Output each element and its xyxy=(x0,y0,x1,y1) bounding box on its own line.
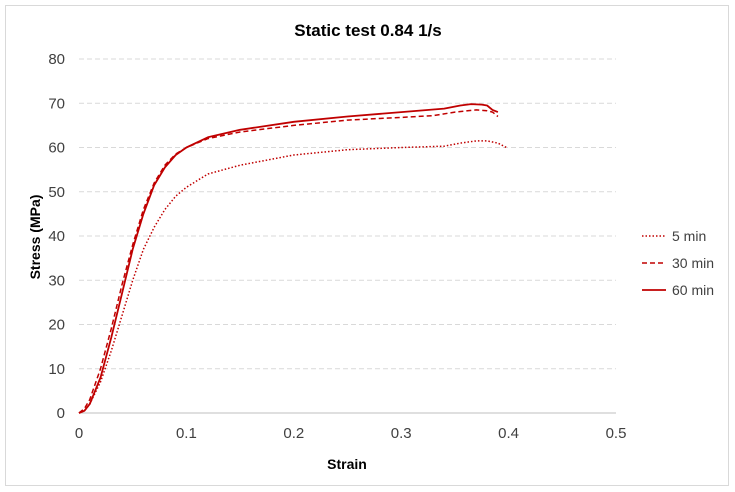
x-tick-label: 0.3 xyxy=(391,425,412,442)
grid-layer xyxy=(79,58,616,370)
x-tick-label: 0.4 xyxy=(498,425,519,442)
legend-label: 5 min xyxy=(672,228,706,244)
x-tick-label: 0.5 xyxy=(606,425,627,442)
y-tick-label: 10 xyxy=(48,361,65,378)
y-tick-label: 0 xyxy=(57,405,65,422)
x-tick-label: 0 xyxy=(75,425,83,442)
x-tick-label: 0.1 xyxy=(176,425,197,442)
series-layer xyxy=(78,103,507,414)
y-tick-label: 50 xyxy=(48,184,65,201)
y-axis-title: Stress (MPa) xyxy=(27,195,43,280)
series-line-30-min xyxy=(78,109,499,414)
y-tick-label: 60 xyxy=(48,140,65,157)
y-tick-label: 20 xyxy=(48,317,65,334)
x-tick-label: 0.2 xyxy=(283,425,304,442)
y-tick-label: 30 xyxy=(48,272,65,289)
chart-frame: Static test 0.84 1/s 0 10 20 30 40 50 60 70 80 0 0… xyxy=(5,5,729,486)
y-tick-label: 70 xyxy=(48,95,65,112)
chart-title: Static test 0.84 1/s xyxy=(294,21,441,40)
legend-label: 60 min xyxy=(672,282,714,298)
series-line-60-min xyxy=(78,103,499,414)
x-axis-title: Strain xyxy=(327,456,367,472)
series-line-5-min xyxy=(78,140,507,414)
y-tick-label: 80 xyxy=(48,51,65,68)
legend-label: 30 min xyxy=(672,255,714,271)
y-tick-label: 40 xyxy=(48,228,65,245)
legend: 5 min 30 min 60 min xyxy=(642,228,714,298)
axis-layer: 0 10 20 30 40 50 60 70 80 0 0.1 0.2 0.3 0.4 0.5 xyxy=(48,51,626,442)
